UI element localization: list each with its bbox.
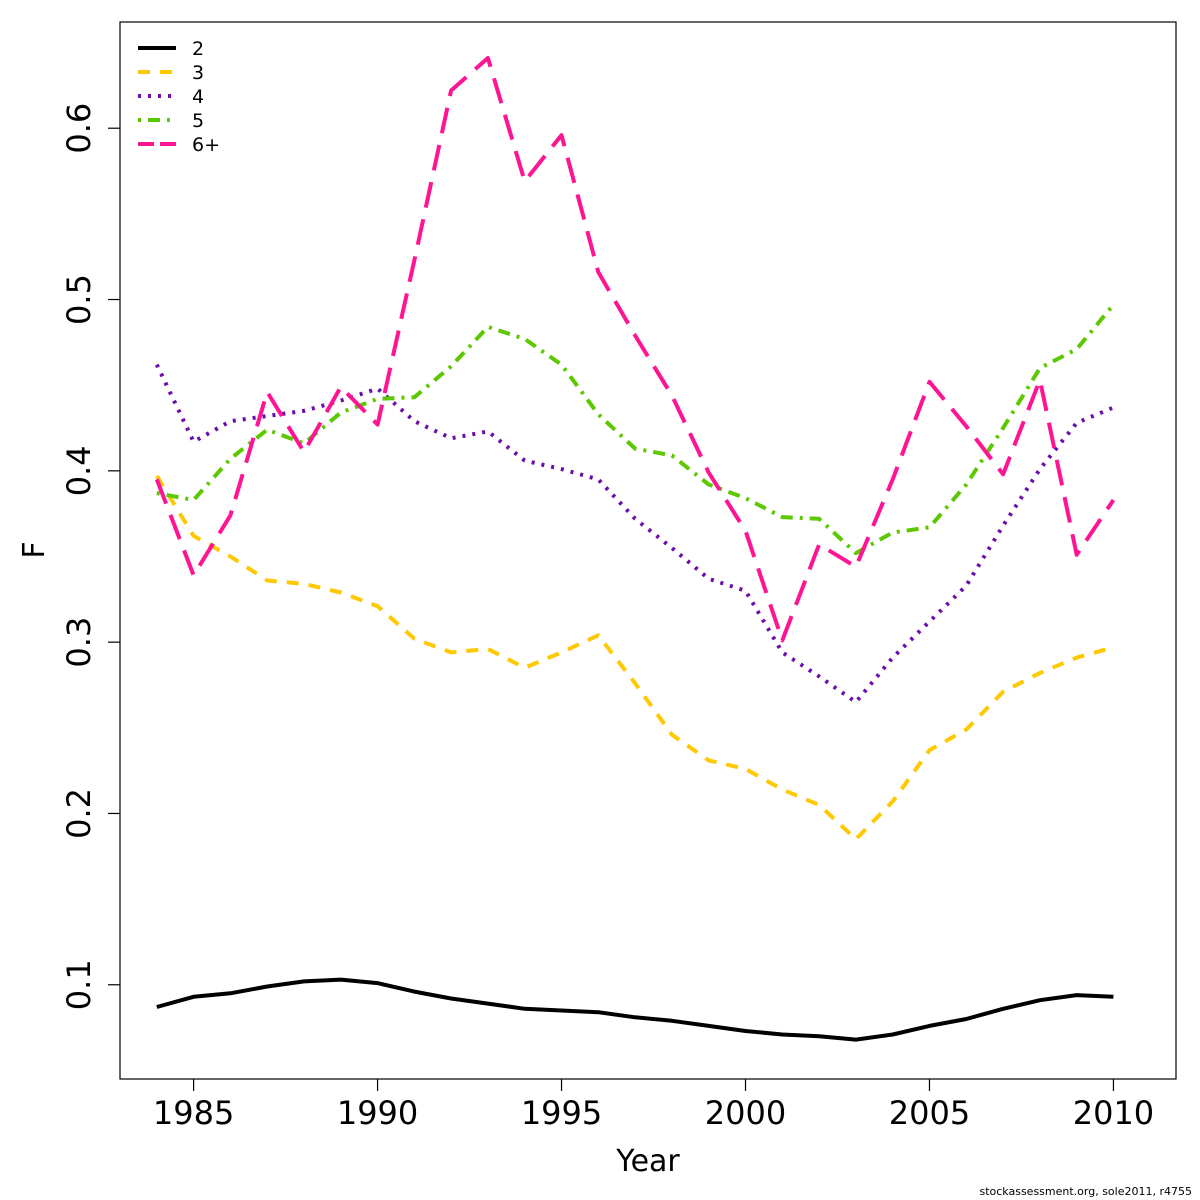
legend-label-1: 3 bbox=[192, 62, 204, 84]
y-tick-label: 0.1 bbox=[60, 959, 98, 1010]
series-line-2 bbox=[154, 363, 1115, 705]
y-axis: 0.1 0.2 0.3 0.4 0.5 0.6 bbox=[60, 103, 120, 1010]
legend-label-0: 2 bbox=[192, 38, 204, 60]
series-line-1 bbox=[155, 474, 1114, 842]
x-tick-label: 1985 bbox=[153, 1094, 234, 1132]
y-tick-label: 0.6 bbox=[60, 103, 98, 154]
legend-label-4: 6+ bbox=[192, 134, 220, 156]
y-tick-label: 0.3 bbox=[60, 617, 98, 668]
legend-label-2: 4 bbox=[192, 86, 204, 108]
series-layer bbox=[154, 56, 1116, 1042]
y-tick-label: 0.4 bbox=[60, 445, 98, 496]
y-tick-label: 0.2 bbox=[60, 788, 98, 839]
x-tick-label: 1990 bbox=[337, 1094, 418, 1132]
y-tick-label: 0.5 bbox=[60, 274, 98, 325]
credit-text: stockassessment.org, sole2011, r4755 bbox=[979, 1185, 1192, 1198]
plot-frame bbox=[119, 21, 1177, 1080]
x-tick-label: 1995 bbox=[521, 1094, 602, 1132]
x-tick-label: 2010 bbox=[1073, 1094, 1154, 1132]
series-line-0 bbox=[156, 977, 1114, 1042]
y-axis-title: F bbox=[17, 541, 52, 558]
x-tick-label: 2000 bbox=[705, 1094, 786, 1132]
legend-label-3: 5 bbox=[192, 110, 204, 132]
series-line-4 bbox=[154, 56, 1116, 643]
x-axis-title: Year bbox=[615, 1144, 680, 1179]
x-tick-label: 2005 bbox=[889, 1094, 970, 1132]
x-axis: 1985 1990 1995 2000 2005 2010 bbox=[153, 1079, 1154, 1132]
